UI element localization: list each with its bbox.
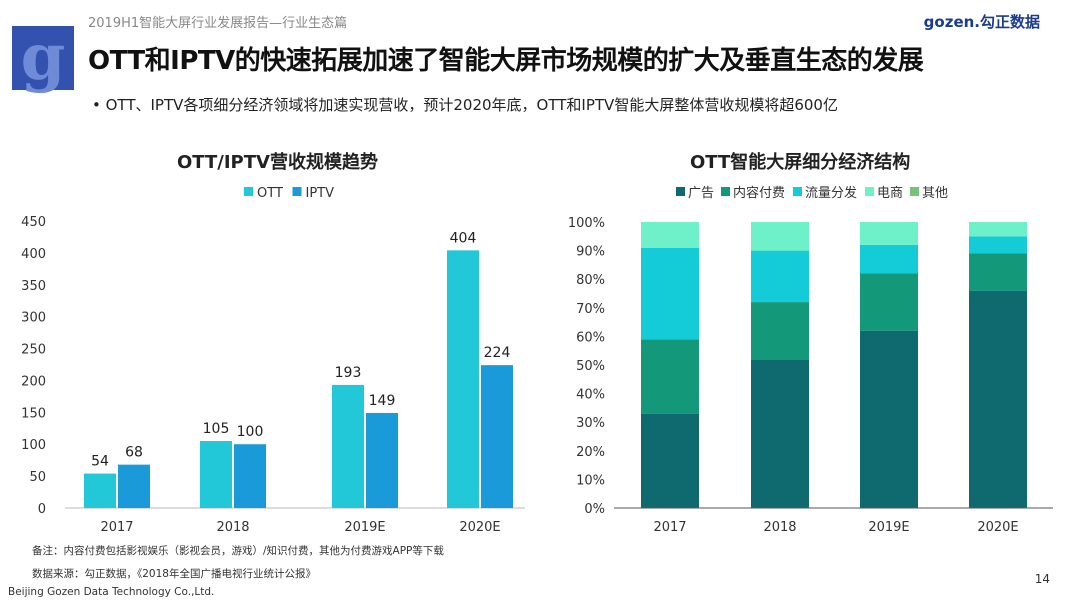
legend-swatch xyxy=(292,187,302,196)
data-source: 数据来源：勾正数据，《2018年全国广播电视行业统计公报》 xyxy=(32,568,316,580)
y-tick-label: 200 xyxy=(21,374,46,389)
bar-iptv xyxy=(481,365,513,508)
company-name: Beijing Gozen Data Technology Co.,Ltd. xyxy=(8,586,215,598)
stacked-segment-内容付费 xyxy=(860,273,918,331)
y-tick-label: 90% xyxy=(576,245,605,260)
data-label: 68 xyxy=(125,445,143,461)
y-tick-label: 50% xyxy=(576,359,605,374)
stacked-segment-电商 xyxy=(751,222,809,251)
legend-swatch xyxy=(910,187,919,196)
legend-swatch xyxy=(676,187,685,196)
stacked-segment-内容付费 xyxy=(969,253,1027,291)
y-tick-label: 10% xyxy=(576,473,605,488)
stacked-segment-广告 xyxy=(969,290,1027,508)
footnote: 备注：内容付费包括影视娱乐（影视会员，游戏）/知识付费，其他为付费游戏APP等下… xyxy=(32,545,444,557)
stacked-segment-广告 xyxy=(860,330,918,508)
logo: g xyxy=(12,20,74,95)
bar-ott xyxy=(447,250,479,509)
stacked-segment-内容付费 xyxy=(751,302,809,360)
x-tick-label: 2018 xyxy=(216,520,249,535)
x-tick-label: 2020E xyxy=(977,520,1018,535)
y-tick-label: 40% xyxy=(576,388,605,403)
y-tick-label: 100% xyxy=(568,216,605,231)
legend-swatch xyxy=(721,187,730,196)
legend-label: 内容付费 xyxy=(733,185,785,201)
legend-label: OTT xyxy=(257,186,283,201)
logo-letter: g xyxy=(20,20,66,95)
y-tick-label: 350 xyxy=(21,279,46,294)
y-tick-label: 30% xyxy=(576,416,605,431)
right-chart-title: OTT智能大屏细分经济结构 xyxy=(690,152,911,173)
stacked-segment-电商 xyxy=(969,222,1027,237)
y-tick-label: 0 xyxy=(38,502,46,517)
bar-iptv xyxy=(118,464,150,508)
brand-logo: gozen.勾正数据 xyxy=(923,13,1040,31)
y-tick-label: 150 xyxy=(21,406,46,421)
stacked-segment-广告 xyxy=(641,413,699,508)
data-label: 54 xyxy=(91,454,109,470)
stacked-segment-流量分发 xyxy=(969,236,1027,254)
bar-ott xyxy=(84,473,116,508)
data-label: 193 xyxy=(335,365,362,381)
data-label: 100 xyxy=(237,424,264,440)
stacked-segment-内容付费 xyxy=(641,339,699,414)
legend-swatch xyxy=(793,187,802,196)
bar-ott xyxy=(332,384,364,508)
legend-label: IPTV xyxy=(306,186,335,201)
x-tick-label: 2020E xyxy=(459,520,500,535)
y-tick-label: 450 xyxy=(21,215,46,230)
x-tick-label: 2017 xyxy=(653,520,686,535)
y-tick-label: 50 xyxy=(29,470,46,485)
bar-iptv xyxy=(366,412,398,508)
y-tick-label: 70% xyxy=(576,302,605,317)
y-tick-label: 250 xyxy=(21,343,46,358)
stacked-segment-电商 xyxy=(641,222,699,248)
legend-label: 其他 xyxy=(922,186,948,201)
data-label: 224 xyxy=(484,345,511,361)
page-number: 14 xyxy=(1034,572,1050,586)
bullet-point: • OTT、IPTV各项细分经济领域将加速实现营收，预计2020年底，OTT和I… xyxy=(92,96,838,114)
stacked-segment-广告 xyxy=(751,359,809,508)
data-label: 149 xyxy=(369,393,396,409)
y-tick-label: 100 xyxy=(21,438,46,453)
y-tick-label: 0% xyxy=(584,502,605,517)
legend-label: 广告 xyxy=(688,186,714,201)
slide-title: OTT和IPTV的快速拓展加速了智能大屏市场规模的扩大及垂直生态的发展 xyxy=(88,46,924,76)
y-tick-label: 60% xyxy=(576,330,605,345)
left-chart-title: OTT/IPTV营收规模趋势 xyxy=(177,152,378,173)
stacked-segment-流量分发 xyxy=(860,244,918,274)
bar-iptv xyxy=(234,444,266,508)
stacked-segment-电商 xyxy=(860,222,918,245)
y-tick-label: 400 xyxy=(21,247,46,262)
y-tick-label: 300 xyxy=(21,311,46,326)
report-title: 2019H1智能大屏行业发展报告—行业生态篇 xyxy=(88,16,348,31)
y-tick-label: 80% xyxy=(576,273,605,288)
x-tick-label: 2017 xyxy=(100,520,133,535)
x-tick-label: 2019E xyxy=(868,520,909,535)
stacked-segment-流量分发 xyxy=(641,247,699,340)
legend-swatch xyxy=(244,187,253,196)
y-tick-label: 20% xyxy=(576,445,605,460)
data-label: 404 xyxy=(450,230,477,246)
bar-ott xyxy=(200,441,232,508)
data-label: 105 xyxy=(203,421,230,437)
legend-label: 流量分发 xyxy=(805,185,857,201)
x-tick-label: 2018 xyxy=(763,520,796,535)
stacked-segment-流量分发 xyxy=(751,250,809,303)
x-tick-label: 2019E xyxy=(344,520,385,535)
legend-label: 电商 xyxy=(877,186,903,201)
legend-swatch xyxy=(865,187,874,196)
